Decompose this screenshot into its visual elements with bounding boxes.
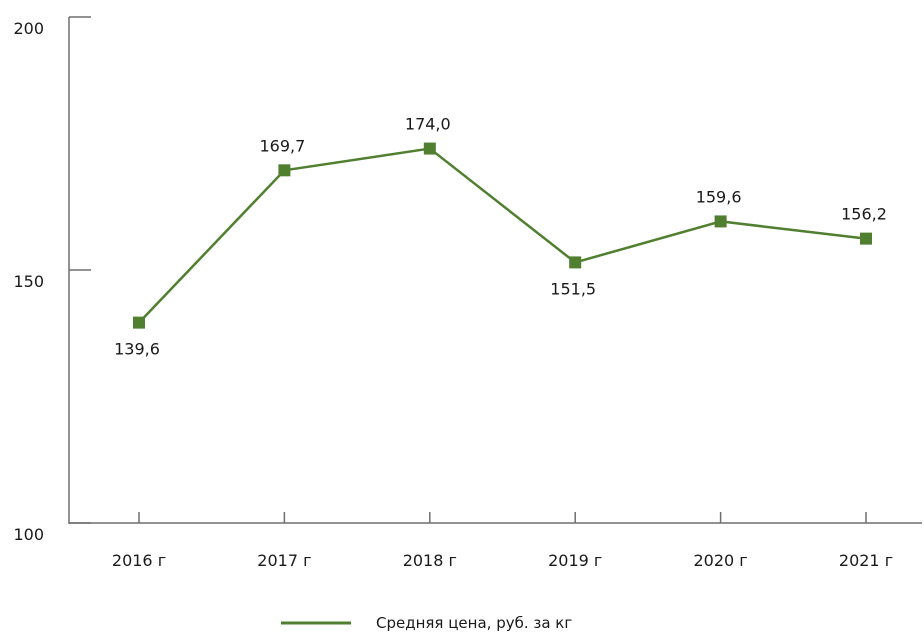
data-label: 174,0: [405, 115, 451, 134]
series-line: [138, 147, 867, 324]
y-tick-label: 150: [13, 272, 44, 291]
data-point-marker: [278, 164, 291, 177]
x-tick-label: 2018 г: [403, 551, 457, 570]
data-point-marker: [569, 256, 582, 269]
x-tick-label: 2020 г: [693, 551, 747, 570]
x-tick-label: 2016 г: [112, 551, 166, 570]
data-point-marker: [714, 215, 727, 228]
x-tick-label: 2017 г: [257, 551, 311, 570]
data-label: 151,5: [550, 279, 596, 298]
axes: [68, 17, 922, 524]
data-label: 139,6: [114, 340, 160, 359]
data-point-marker: [133, 316, 145, 329]
legend: Средняя цена, руб. за кг: [281, 614, 572, 632]
data-label: 169,7: [259, 136, 305, 155]
data-label: 159,6: [696, 187, 742, 206]
x-tick-label: 2021 г: [839, 551, 893, 570]
x-axis-ticks: 2016 г 2017 г 2018 г 2019 г 2020 г 2021 г: [112, 512, 893, 570]
series-layer: [133, 142, 872, 329]
data-point-marker: [860, 232, 872, 245]
legend-label: Средняя цена, руб. за кг: [376, 614, 572, 632]
y-tick-label: 200: [13, 19, 44, 38]
y-axis-ticks: 100 150 200: [13, 16, 91, 544]
y-tick-label: 100: [13, 525, 44, 544]
x-tick-label: 2019 г: [548, 551, 602, 570]
data-labels: 139,6 169,7 174,0 151,5 159,6 156,2: [114, 115, 887, 359]
data-point-marker: [423, 142, 436, 155]
data-label: 156,2: [841, 205, 887, 224]
